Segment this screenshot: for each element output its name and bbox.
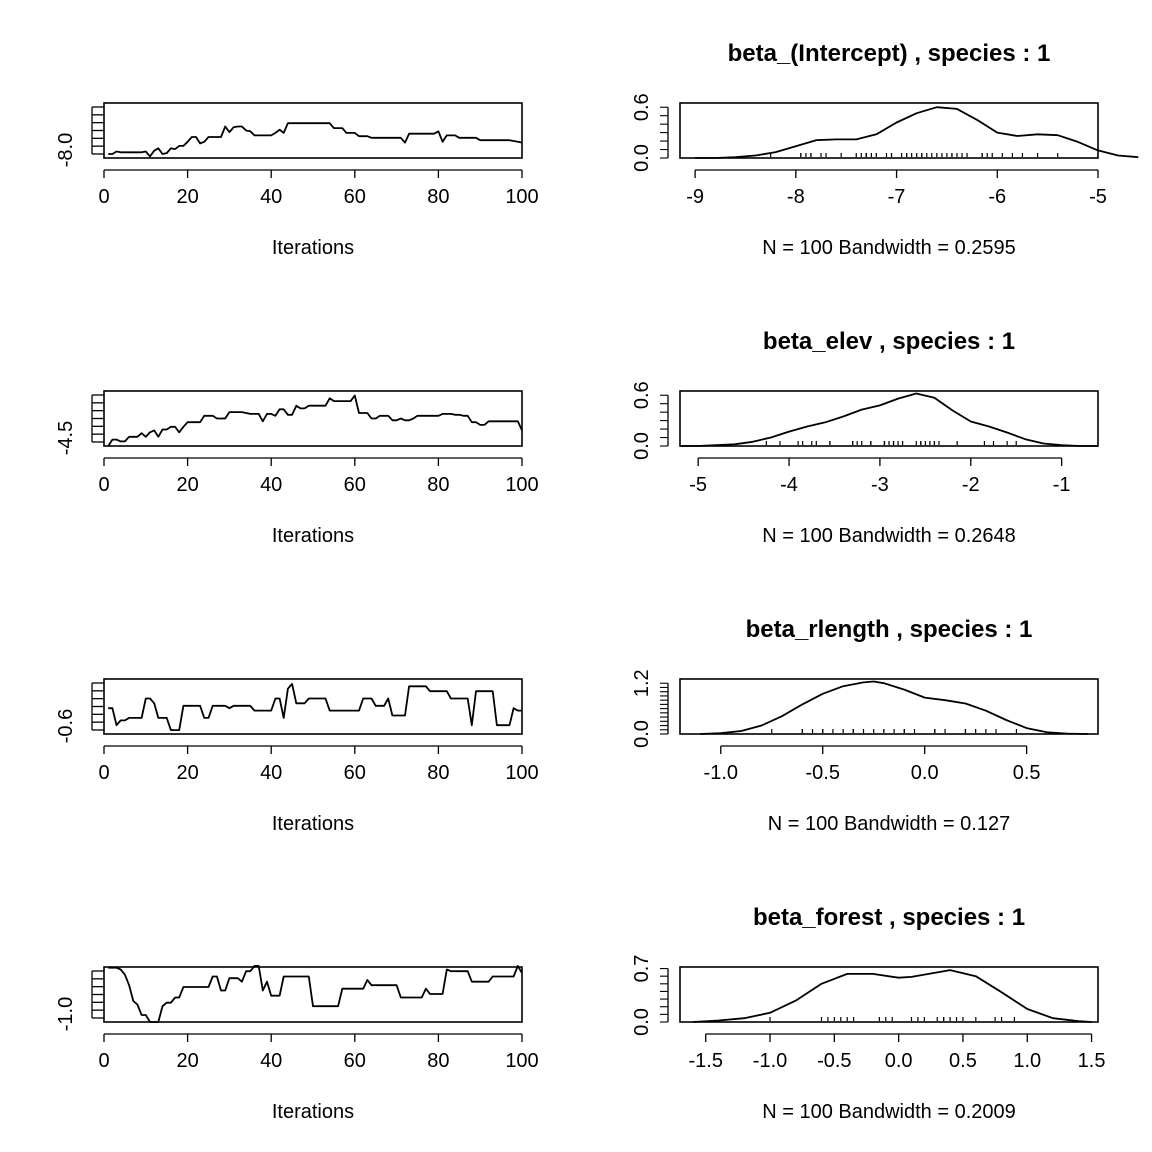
x-tick-label: 40: [260, 186, 282, 208]
plot-frame: [679, 102, 1099, 159]
panel-title: beta_rlength , species : 1: [746, 616, 1033, 643]
y-tick-label: -1.0: [55, 997, 77, 1031]
x-tick-label: 0.0: [885, 1050, 913, 1072]
x-tick-label: -3: [871, 474, 889, 496]
x-tick-label: 100: [505, 186, 538, 208]
trace-line: [107, 394, 523, 447]
x-tick-label: -2: [962, 474, 980, 496]
x-tick-label: -1.0: [704, 762, 738, 784]
x-tick-label: 40: [260, 762, 282, 784]
x-tick-label: -0.5: [805, 762, 839, 784]
y-tick-label: 0.7: [631, 955, 653, 983]
x-tick-label: 0: [98, 186, 109, 208]
x-tick-label: 80: [427, 1050, 449, 1072]
y-tick-label: 0.0: [631, 720, 653, 748]
x-tick-label: 60: [344, 762, 366, 784]
trace-plot-panel: 0 20 40 60 80 100 Iterations -0.6: [55, 678, 539, 835]
x-tick-label: 40: [260, 474, 282, 496]
x-tick-label: 40: [260, 1050, 282, 1072]
y-tick-label: 0.0: [631, 432, 653, 460]
y-tick-label: 0.6: [631, 93, 653, 121]
x-tick-label: 0: [98, 1050, 109, 1072]
x-tick-label: 60: [344, 1050, 366, 1072]
panel-title: beta_forest , species : 1: [753, 904, 1025, 931]
x-tick-label: 1.5: [1078, 1050, 1106, 1072]
panel-title: beta_(Intercept) , species : 1: [728, 40, 1051, 67]
panel-title: beta_elev , species : 1: [763, 328, 1015, 355]
x-tick-label: 20: [176, 762, 198, 784]
trace-line: [108, 965, 523, 1023]
plot-frame: [103, 102, 523, 159]
x-tick-label: -1.0: [753, 1050, 787, 1072]
x-tick-label: -9: [686, 186, 704, 208]
x-tick-label: 80: [427, 186, 449, 208]
trace-line: [108, 122, 523, 158]
y-tick-label: 1.2: [631, 669, 653, 697]
x-tick-label: -5: [1089, 186, 1107, 208]
x-tick-label: 20: [176, 474, 198, 496]
density-plot-panel: beta_rlength , species : 1 -1.0 -0.5 0.0 0.5…: [631, 616, 1099, 835]
x-tick-label: 60: [344, 474, 366, 496]
plot-frame: [103, 390, 523, 447]
trace-plot-panel: 0 20 40 60 80 100 Iterations -4.5: [55, 390, 539, 547]
x-tick-label: -1.5: [688, 1050, 722, 1072]
density-plot-panel: beta_forest , species : 1 -1.5 -1.0 -0.5 0.0…: [631, 904, 1105, 1123]
y-tick-label: 0.0: [631, 144, 653, 172]
x-tick-label: 0: [98, 474, 109, 496]
x-axis-label: N = 100 Bandwidth = 0.127: [768, 813, 1010, 835]
x-tick-label: -8: [787, 186, 805, 208]
plot-frame: [103, 678, 523, 735]
x-tick-label: -0.5: [817, 1050, 851, 1072]
density-curve: [695, 106, 1139, 159]
x-tick-label: 20: [176, 1050, 198, 1072]
x-tick-label: 100: [505, 762, 538, 784]
y-tick-label: -8.0: [55, 133, 77, 167]
y-tick-label: 0.6: [631, 381, 653, 409]
x-tick-label: 0.0: [911, 762, 939, 784]
trace-plot-panel: 0 20 40 60 80 100 Iterations -1.0: [55, 965, 539, 1123]
density-plot-panel: beta_(Intercept) , species : 1 -9 -8 -7 -6 -5…: [631, 40, 1139, 259]
x-axis-label: N = 100 Bandwidth = 0.2595: [762, 237, 1016, 259]
trace-plot-panel: 0 20 40 60 80 100 Iterations -8.0: [55, 102, 539, 259]
trace-line: [108, 683, 522, 731]
plot-frame: [679, 390, 1099, 447]
x-tick-label: 0.5: [1013, 762, 1041, 784]
density-plot-panel: beta_elev , species : 1 -5 -4 -3 -2 -1 N = 100…: [631, 328, 1099, 547]
y-tick-label: 0.0: [631, 1008, 653, 1036]
x-axis-label: Iterations: [272, 525, 354, 547]
x-axis-label: Iterations: [272, 237, 354, 259]
x-tick-label: -6: [988, 186, 1006, 208]
plot-frame: [679, 966, 1099, 1023]
plot-frame: [679, 678, 1099, 735]
x-tick-label: 0: [98, 762, 109, 784]
x-tick-label: 80: [427, 474, 449, 496]
plot-frame: [103, 966, 523, 1023]
x-tick-label: 100: [505, 1050, 538, 1072]
x-axis-label: Iterations: [272, 1101, 354, 1123]
x-tick-label: 1.0: [1013, 1050, 1041, 1072]
x-tick-label: 100: [505, 474, 538, 496]
x-tick-label: 60: [344, 186, 366, 208]
y-tick-label: -4.5: [55, 421, 77, 455]
x-tick-label: -5: [689, 474, 707, 496]
x-tick-label: -7: [888, 186, 906, 208]
x-tick-label: 0.5: [949, 1050, 977, 1072]
x-tick-label: -4: [780, 474, 798, 496]
x-axis-label: N = 100 Bandwidth = 0.2648: [762, 525, 1016, 547]
x-axis-label: Iterations: [272, 813, 354, 835]
x-axis-label: N = 100 Bandwidth = 0.2009: [762, 1101, 1016, 1123]
density-curve: [700, 680, 1088, 735]
density-curve: [680, 392, 1098, 447]
y-tick-label: -0.6: [55, 709, 77, 743]
x-tick-label: -1: [1053, 474, 1071, 496]
x-tick-label: 20: [176, 186, 198, 208]
x-tick-label: 80: [427, 762, 449, 784]
density-curve: [692, 969, 1092, 1023]
